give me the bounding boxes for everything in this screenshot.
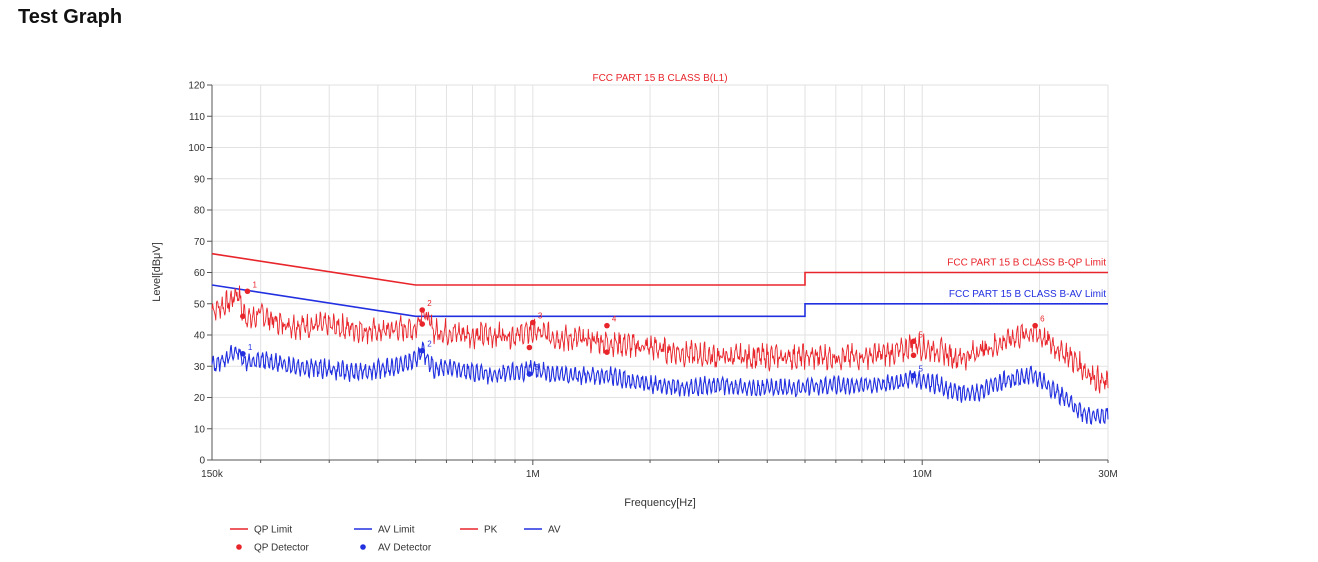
qp-point xyxy=(244,288,251,295)
legend-label-qp-limit: QP Limit xyxy=(254,525,292,536)
qp-point-label: 2 xyxy=(427,299,432,308)
y-tick-label: 20 xyxy=(194,393,206,404)
limit-label-av-limit: FCC PART 15 B CLASS B-AV Limit xyxy=(949,289,1106,300)
av-detector-point xyxy=(419,347,426,354)
av-detector-point xyxy=(240,350,246,357)
legend-label-av-limit: AV Limit xyxy=(378,525,415,536)
qp-point xyxy=(1032,322,1038,329)
series-pk xyxy=(211,285,1109,394)
qp-detector-point xyxy=(604,349,610,355)
legend-swatch-av-detector xyxy=(360,544,366,550)
av-detector-point xyxy=(910,372,917,379)
x-tick-label: 1M xyxy=(526,469,540,480)
y-tick-label: 80 xyxy=(194,206,206,217)
y-tick-label: 110 xyxy=(189,112,205,123)
y-tick-label: 100 xyxy=(188,143,205,154)
qp-detector-point xyxy=(240,313,246,320)
chart-text: FCC PART 15 B CLASS B(L1) Frequency[Hz] … xyxy=(151,73,1118,509)
series-av-limit xyxy=(211,284,1108,318)
axes xyxy=(207,84,1109,465)
series-qp-limit xyxy=(211,252,1108,286)
y-tick-label: 70 xyxy=(194,237,206,248)
qp-detector-point xyxy=(910,352,917,359)
qp-point-label: 5 xyxy=(919,330,924,339)
series-av xyxy=(211,341,1109,425)
grid xyxy=(212,84,1109,461)
x-tick-label: 30M xyxy=(1098,469,1117,480)
y-tick-label: 50 xyxy=(194,299,206,310)
qp-detector-point xyxy=(526,344,533,351)
y-tick-label: 10 xyxy=(194,424,206,435)
x-tick-label: 150k xyxy=(201,469,224,480)
limit-label-qp-limit: FCC PART 15 B CLASS B-QP Limit xyxy=(947,258,1106,269)
qp-point-label: 3 xyxy=(538,312,543,321)
x-axis-title: Frequency[Hz] xyxy=(624,497,696,509)
av-detector-label: 1 xyxy=(248,343,253,352)
qp-point xyxy=(910,338,917,345)
av-detector-label: 5 xyxy=(919,365,924,374)
legend: QP Limit AV Limit PK AV QP Detector AV Detect… xyxy=(230,525,561,554)
chart-title: FCC PART 15 B CLASS B(L1) xyxy=(592,73,727,84)
legend-label-av: AV xyxy=(548,525,561,536)
y-tick-label: 120 xyxy=(188,81,205,92)
y-axis-title: Level[dBμV] xyxy=(151,242,163,302)
qp-point xyxy=(530,319,536,326)
y-tick-label: 60 xyxy=(194,268,206,279)
qp-detector-point xyxy=(419,321,426,327)
av-detector-label: 2 xyxy=(427,340,432,349)
qp-point xyxy=(604,322,610,329)
y-tick-label: 0 xyxy=(199,456,205,467)
qp-point xyxy=(419,307,426,313)
y-tick-label: 30 xyxy=(194,362,206,373)
y-tick-label: 40 xyxy=(194,331,206,342)
legend-swatch-qp-detector xyxy=(236,544,242,550)
y-tick-label: 90 xyxy=(194,174,206,185)
qp-point-label: 1 xyxy=(252,280,257,289)
qp-point-label: 4 xyxy=(612,315,617,324)
series xyxy=(211,252,1109,425)
legend-label-av-detector: AV Detector xyxy=(378,543,432,554)
av-detector-label: 3 xyxy=(534,363,539,372)
legend-label-pk: PK xyxy=(484,525,498,536)
av-detector-point xyxy=(526,371,533,377)
x-tick-label: 10M xyxy=(912,469,931,480)
qp-point-label: 6 xyxy=(1040,315,1045,324)
page-title: Test Graph xyxy=(18,6,123,28)
legend-label-qp-detector: QP Detector xyxy=(254,543,310,554)
markers: 1 2 3 4 5 6 1 2 3 5 xyxy=(240,280,1045,379)
